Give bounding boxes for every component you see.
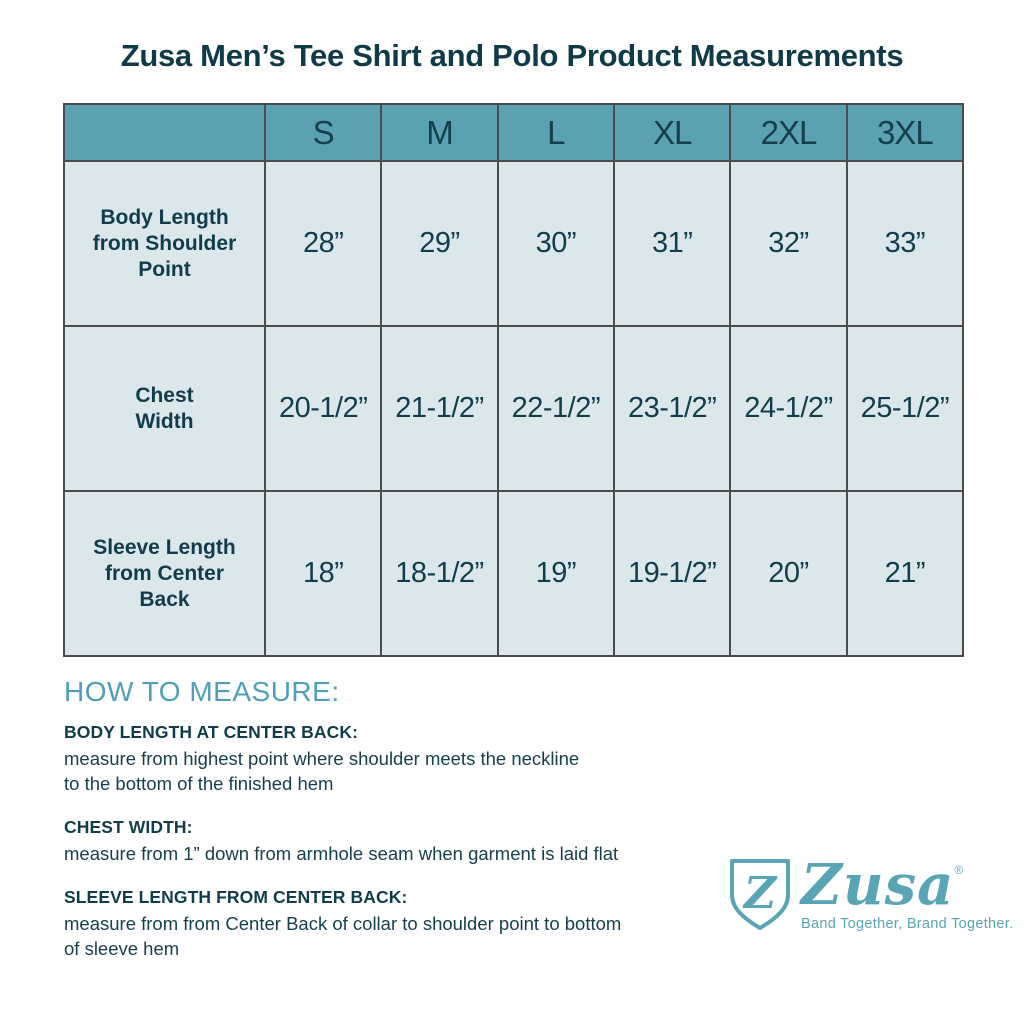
measurement-value-cell: 20” bbox=[729, 490, 848, 657]
size-column-header: S bbox=[263, 103, 383, 162]
measurement-value-cell: 23-1/2” bbox=[612, 325, 732, 492]
row-label: Chest Width bbox=[63, 325, 266, 492]
zusa-wordmark: Zusa bbox=[801, 852, 955, 918]
size-column-header: 2XL bbox=[729, 103, 848, 162]
measure-instruction-text: measure from from Center Back of collar … bbox=[64, 913, 622, 959]
zusa-logo: Z Zusa® Band Together, Brand Together. bbox=[727, 857, 1013, 933]
how-to-measure-section: HOW TO MEASURE: BODY LENGTH AT CENTER BA… bbox=[64, 676, 724, 982]
size-header-row: S M L XL 2XL 3XL bbox=[63, 103, 965, 162]
measurement-value-cell: 18-1/2” bbox=[380, 490, 499, 657]
measurement-value-cell: 29” bbox=[380, 160, 499, 327]
row-label: Sleeve Length from Center Back bbox=[63, 490, 266, 657]
measure-instruction: CHEST WIDTH: measure from 1” down from ar… bbox=[64, 817, 724, 866]
how-to-measure-heading: HOW TO MEASURE: bbox=[64, 676, 340, 707]
measurement-value-cell: 33” bbox=[845, 160, 965, 327]
measurement-value-cell: 18” bbox=[263, 490, 383, 657]
measure-instruction-label: SLEEVE LENGTH FROM CENTER BACK: bbox=[64, 887, 408, 907]
measure-instructions-list: BODY LENGTH AT CENTER BACK: measure from … bbox=[64, 722, 724, 961]
measure-instruction-text: measure from 1” down from armhole seam w… bbox=[64, 843, 619, 864]
measurement-value-cell: 19-1/2” bbox=[612, 490, 732, 657]
measurement-value-cell: 22-1/2” bbox=[496, 325, 615, 492]
table-header: S M L XL 2XL 3XL bbox=[63, 103, 965, 162]
measure-instruction-label: CHEST WIDTH: bbox=[64, 817, 193, 837]
measure-instruction-text: measure from highest point where shoulde… bbox=[64, 748, 580, 794]
measurements-table-container: S M L XL 2XL 3XL Body Length from Shoulder Po… bbox=[63, 103, 965, 657]
logo-text-block: Zusa® Band Together, Brand Together. bbox=[801, 857, 1013, 932]
measurement-row: Body Length from Shoulder Point 28” 29” 30”… bbox=[63, 160, 965, 327]
measure-instruction: BODY LENGTH AT CENTER BACK: measure from … bbox=[64, 722, 724, 796]
measurement-value-cell: 21” bbox=[845, 490, 965, 657]
table-body: Body Length from Shoulder Point 28” 29” 30”… bbox=[63, 160, 965, 657]
measurement-value-cell: 19” bbox=[496, 490, 615, 657]
measurement-value-cell: 21-1/2” bbox=[380, 325, 499, 492]
measurement-value-cell: 32” bbox=[729, 160, 848, 327]
table-corner-cell bbox=[63, 103, 266, 162]
measurement-value-cell: 31” bbox=[612, 160, 732, 327]
measurements-table: S M L XL 2XL 3XL Body Length from Shoulder Po… bbox=[63, 103, 965, 657]
size-column-header: L bbox=[496, 103, 615, 162]
size-column-header: XL bbox=[612, 103, 732, 162]
page-title: Zusa Men’s Tee Shirt and Polo Product Me… bbox=[120, 38, 904, 73]
shield-z-letter: Z bbox=[742, 868, 778, 919]
zusa-shield-icon: Z bbox=[730, 859, 790, 930]
size-column-header: 3XL bbox=[845, 103, 965, 162]
logo-tagline: Band Together, Brand Together. bbox=[801, 916, 1014, 932]
measure-instruction-label: BODY LENGTH AT CENTER BACK: bbox=[64, 722, 359, 742]
measurement-value-cell: 25-1/2” bbox=[845, 325, 965, 492]
measurement-value-cell: 20-1/2” bbox=[263, 325, 383, 492]
measurement-value-cell: 28” bbox=[263, 160, 383, 327]
measurement-row: Sleeve Length from Center Back 18” 18-1/2”… bbox=[63, 490, 965, 657]
row-label: Body Length from Shoulder Point bbox=[63, 160, 266, 327]
measurement-value-cell: 30” bbox=[496, 160, 615, 327]
registered-mark: ® bbox=[954, 863, 964, 877]
size-column-header: M bbox=[380, 103, 499, 162]
measurement-row: Chest Width 20-1/2” 21-1/2” 22-1/2” 23-1/2” 2… bbox=[63, 325, 965, 492]
measurement-value-cell: 24-1/2” bbox=[729, 325, 848, 492]
measure-instruction: SLEEVE LENGTH FROM CENTER BACK: measure f… bbox=[64, 887, 724, 961]
